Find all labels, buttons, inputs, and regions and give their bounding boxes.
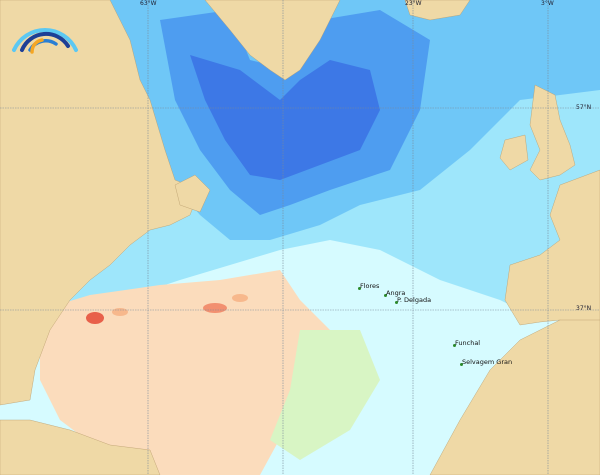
- land-north-america: [0, 0, 201, 406]
- ocean-green-region: [270, 330, 380, 460]
- land-caribbean: [0, 419, 161, 475]
- land-ireland: [499, 134, 529, 171]
- place-marker: [384, 294, 387, 297]
- wave-arcs-logo: [12, 28, 78, 54]
- place-label-selvagem-gran[interactable]: Selvagem Gran: [462, 358, 513, 366]
- lat-label-37n: 37°N: [576, 305, 592, 312]
- land-great-britain: [529, 84, 576, 181]
- place-marker: [395, 301, 398, 304]
- hot-spot: [86, 312, 104, 324]
- place-label-p-delgada[interactable]: P. Delgada: [397, 296, 432, 304]
- hot-spot: [203, 303, 227, 313]
- place-label-angra[interactable]: Angra: [386, 289, 406, 297]
- lon-label-23w: 23°W: [405, 0, 422, 7]
- ocean-warm-region: [40, 270, 330, 475]
- place-marker: [460, 363, 463, 366]
- hot-spot: [232, 294, 248, 302]
- land-newfoundland: [174, 174, 211, 213]
- place-label-funchal[interactable]: Funchal: [455, 339, 481, 347]
- lon-label-3w: 3°W: [541, 0, 554, 7]
- place-label-flores[interactable]: Flores: [360, 282, 380, 290]
- ocean-band-deepest: [190, 55, 380, 180]
- land-iceland: [404, 0, 471, 21]
- lat-label-57n: 57°N: [576, 104, 592, 111]
- hot-spot: [112, 308, 128, 316]
- lon-label-63w: 63°W: [140, 0, 157, 7]
- place-marker: [358, 287, 361, 290]
- place-marker: [453, 344, 456, 347]
- land-africa: [429, 319, 600, 475]
- land-greenland: [204, 0, 341, 81]
